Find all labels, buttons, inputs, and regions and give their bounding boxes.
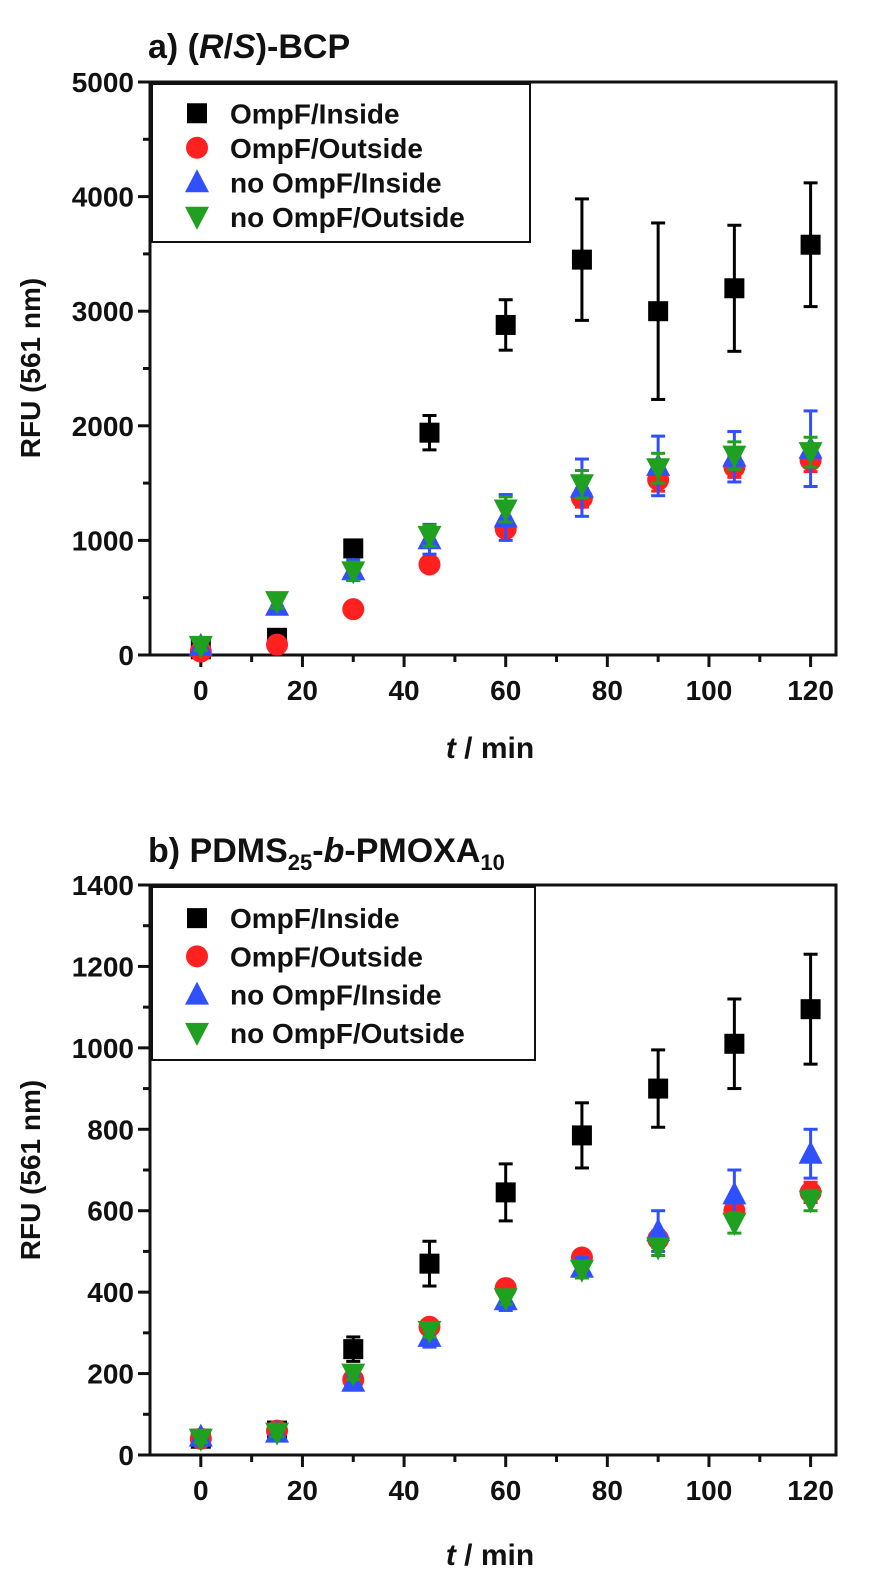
data-point [646,1237,671,1261]
data-point [495,314,516,335]
y-tick-label: 200 [87,1359,134,1390]
x-tick-label: 100 [686,675,733,706]
data-point [417,525,442,549]
data-point [569,474,594,498]
y-tick-label: 0 [118,1440,134,1471]
y-tick-label: 1000 [72,525,134,556]
x-tick-label: 120 [787,1475,834,1506]
data-point [569,1259,594,1283]
x-tick-label: 80 [592,1475,623,1506]
legend-marker [185,169,209,193]
panel-a: a) (R/S)-BCP t / min RFU (561 nm) 0 20 40 6… [15,28,838,765]
legend-label: no OmpF/Outside [230,202,465,233]
y-tick-label: 2000 [72,411,134,442]
legend-label: no OmpF/Outside [230,1018,465,1049]
data-point [646,458,671,482]
data-point [571,249,592,270]
data-point [343,538,364,559]
y-tick-label: 5000 [72,67,134,98]
data-point [266,633,289,656]
data-point [798,1140,823,1164]
y-tick-label: 400 [87,1277,134,1308]
data-point [648,1078,669,1099]
data-point [798,442,823,466]
panel-a-x-axis-label: t / min [446,732,534,765]
x-tick-label: 0 [193,1475,209,1506]
legend-marker [187,908,207,929]
data-point [419,1253,440,1274]
legend-label: OmpF/Outside [230,941,423,972]
data-point [341,561,366,585]
x-tick-label: 20 [287,675,318,706]
y-tick-label: 1000 [72,1033,134,1064]
legend-label: OmpF/Outside [230,133,423,164]
data-point [722,1181,747,1205]
data-point [724,1033,745,1054]
data-point [722,1212,747,1236]
data-point [493,1288,518,1312]
data-point [648,301,669,322]
legend-box [151,83,531,243]
legend-marker [185,981,209,1005]
data-point [724,278,745,299]
data-point [188,635,213,659]
legend-label: no OmpF/Inside [230,167,442,198]
legend: OmpF/Inside OmpF/Outside no OmpF/Inside no … [151,886,536,1061]
data-point [646,1218,671,1242]
data-point [343,1339,364,1360]
y-tick-label: 3000 [72,296,134,327]
x-tick-label: 60 [490,675,521,706]
y-tick-label: 800 [87,1114,134,1145]
x-tick-label: 120 [787,675,834,706]
data-point [800,234,821,255]
data-point [798,1190,823,1214]
data-point [188,1428,213,1452]
x-tick-label: 100 [686,1475,733,1506]
series-no-ompf-outside [188,1188,823,1452]
legend-label: OmpF/Inside [230,903,400,934]
data-point [265,1422,290,1446]
panel-a-y-axis-label: RFU (561 nm) [15,278,46,458]
legend-marker [185,1022,209,1046]
panel-b-x-axis-label: t / min [446,1539,534,1572]
y-tick-label: 600 [87,1196,134,1227]
x-tick-label: 60 [490,1475,521,1506]
data-point [342,598,365,621]
data-point [571,1125,592,1146]
panel-a-title: a) (R/S)-BCP [148,28,350,66]
legend-box [151,886,536,1061]
series-no-ompf-outside [188,435,823,659]
x-tick-label: 40 [388,1475,419,1506]
legend-label: OmpF/Inside [230,98,400,129]
y-tick-label: 1200 [72,951,134,982]
legend-label: no OmpF/Inside [230,980,442,1011]
data-point [418,553,441,576]
panel-b-y-axis-label: RFU (561 nm) [15,1080,46,1260]
data-point [495,1182,516,1203]
panel-b: b) PDMS25-b-PMOXA10 t / min RFU (561 nm)… [15,832,838,1572]
legend-marker [187,103,207,124]
data-point [722,445,747,469]
panel-b-title: b) PDMS25-b-PMOXA10 [148,832,505,875]
data-point [800,999,821,1020]
y-tick-label: 0 [118,640,134,671]
x-tick-label: 20 [287,1475,318,1506]
y-tick-label: 1400 [72,870,134,901]
data-point [341,1363,366,1387]
x-tick-label: 80 [592,675,623,706]
y-tick-label: 4000 [72,182,134,213]
series-ompf-inside [190,181,821,660]
data-point [493,499,518,523]
data-point [265,591,290,615]
x-tick-label: 40 [388,675,419,706]
legend-marker [185,206,209,230]
data-point [419,422,440,443]
x-tick-label: 0 [193,675,209,706]
data-point [417,1320,442,1344]
legend-marker [186,136,208,159]
legend-marker [186,945,208,968]
